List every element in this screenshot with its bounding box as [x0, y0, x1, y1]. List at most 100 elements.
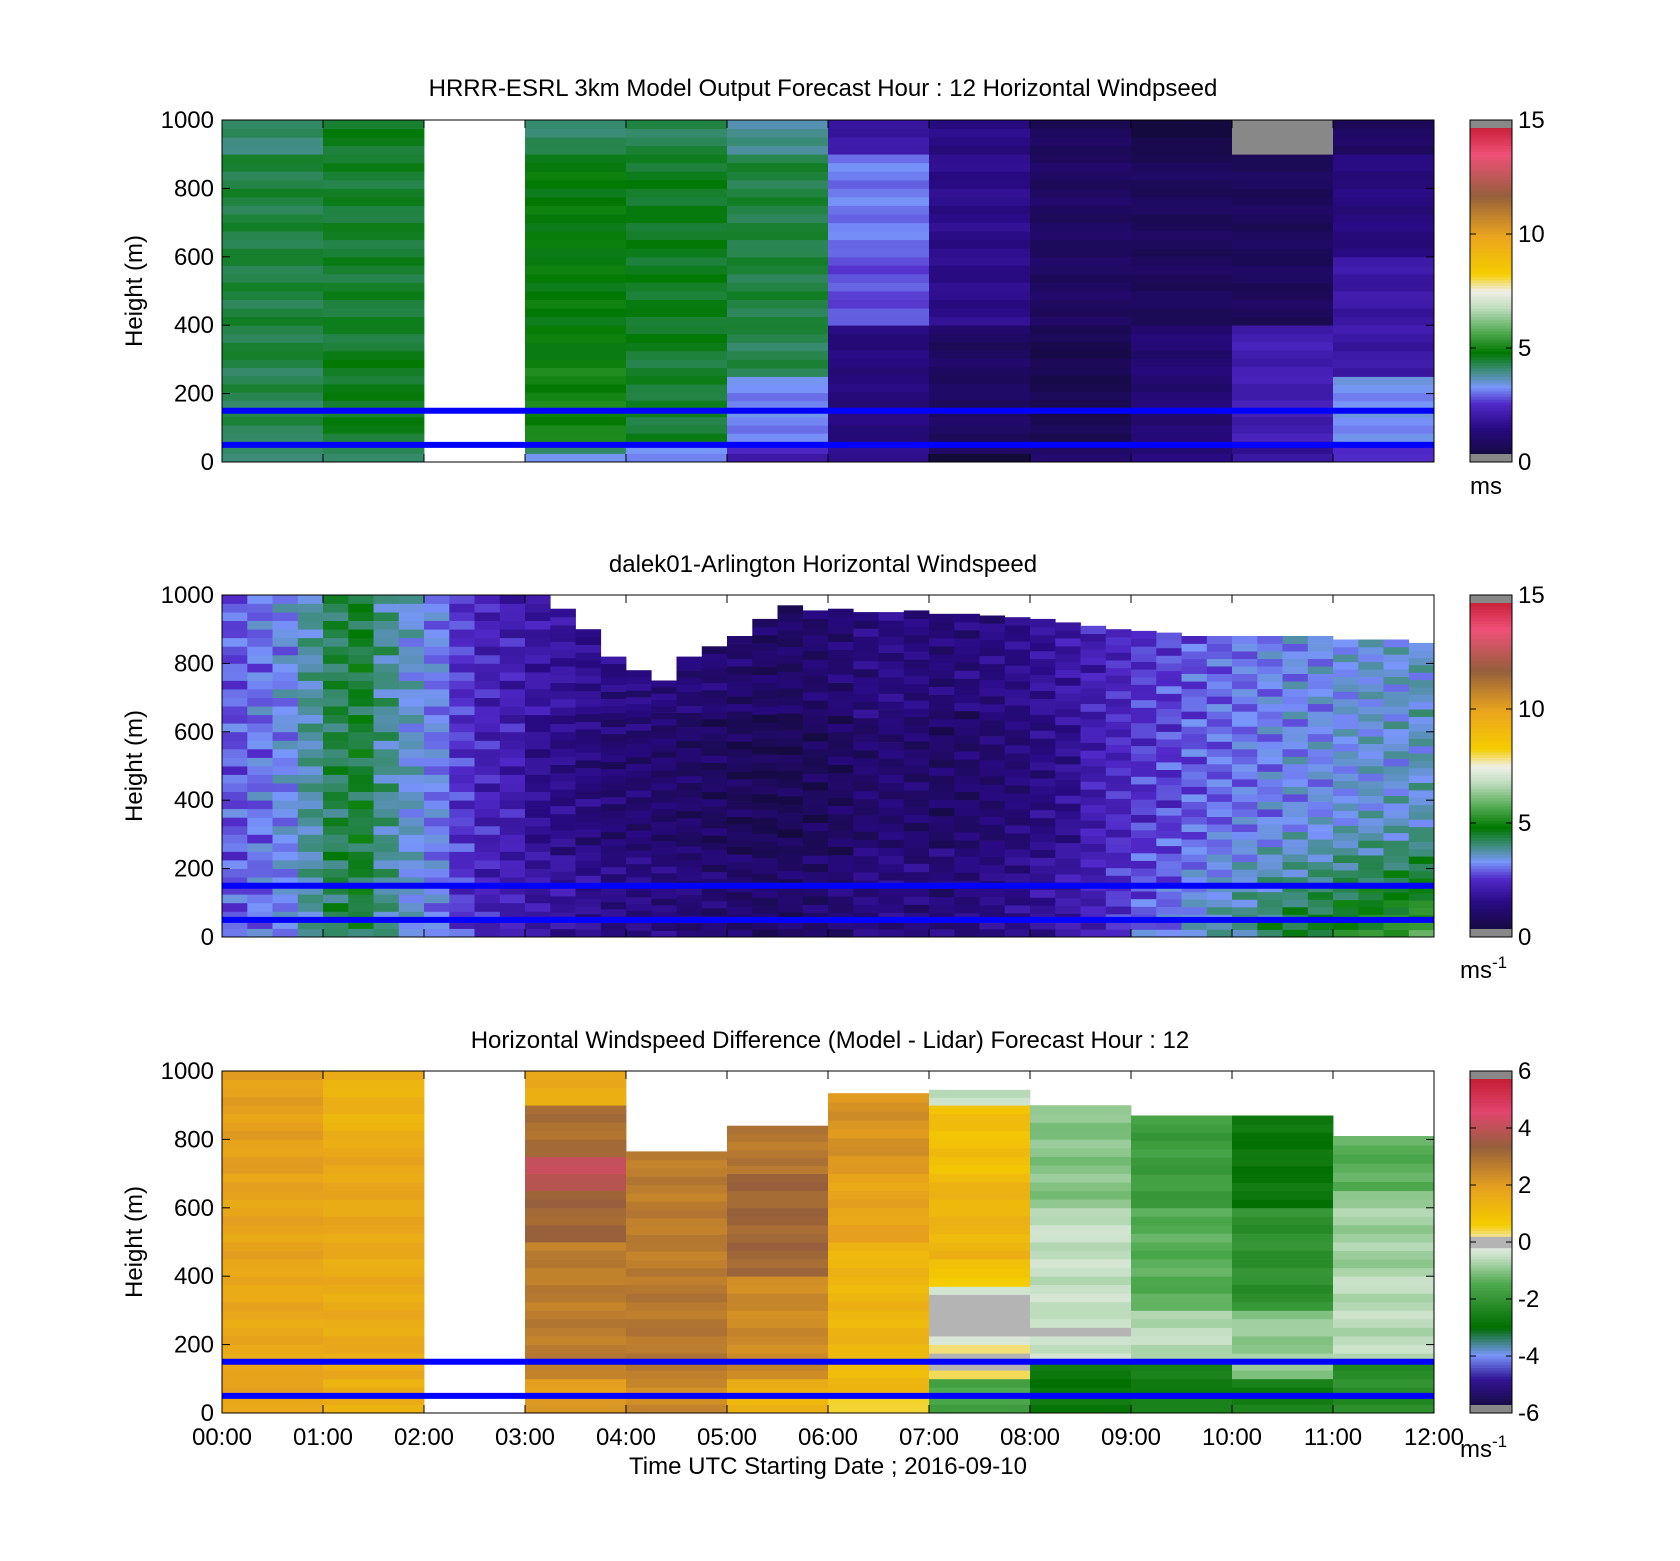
heatmap-cell: [525, 239, 627, 249]
heatmap-cell: [222, 248, 324, 258]
heatmap-cell: [903, 928, 930, 938]
heatmap-cell: [727, 854, 753, 863]
heatmap-cell: [600, 796, 627, 805]
heatmap-cell: [575, 798, 602, 807]
heatmap-cell: [676, 705, 703, 713]
heatmap-cell: [828, 797, 854, 807]
heatmap-cell: [600, 831, 627, 840]
heatmap-cell: [1307, 869, 1334, 878]
heatmap-cell: [1030, 282, 1132, 292]
heatmap-cell: [1105, 729, 1132, 738]
heatmap-cell: [1080, 874, 1107, 883]
heatmap-cell: [701, 660, 728, 669]
heatmap-cell: [1333, 699, 1359, 707]
heatmap-cell: [1131, 1404, 1233, 1414]
heatmap-cell: [1307, 643, 1334, 652]
heatmap-cell: [853, 823, 879, 832]
heatmap-cell: [727, 1173, 829, 1183]
heatmap-cell: [499, 894, 526, 904]
heatmap-cell: [1156, 716, 1182, 725]
colorbar-swatch: [1470, 1128, 1512, 1132]
heatmap-cell: [777, 721, 804, 731]
heatmap-cell: [1383, 892, 1410, 901]
heatmap-cell: [1333, 1216, 1435, 1226]
heatmap-cell: [550, 813, 576, 823]
heatmap-cell: [1030, 1293, 1132, 1303]
colorbar-swatch: [1470, 1150, 1512, 1155]
heatmap-cell: [222, 392, 324, 401]
heatmap-cell: [878, 855, 905, 865]
heatmap-cell: [727, 453, 829, 463]
heatmap-cell: [929, 928, 955, 938]
heatmap-cell: [1383, 825, 1410, 834]
heatmap-cell: [828, 731, 854, 741]
colorbar-swatch: [1470, 794, 1512, 798]
heatmap-cell: [903, 749, 930, 758]
heatmap-cell: [727, 154, 829, 164]
heatmap-cell: [1080, 797, 1107, 806]
colorbar-swatch: [1470, 871, 1512, 875]
heatmap-cell: [323, 740, 349, 750]
heatmap-cell: [853, 896, 879, 905]
heatmap-cell: [979, 695, 1006, 705]
heatmap-cell: [1232, 1404, 1334, 1414]
heatmap-cell: [449, 646, 475, 656]
heatmap-cell: [1333, 248, 1435, 258]
heatmap-cell: [1206, 786, 1233, 795]
heatmap-cell: [954, 710, 980, 720]
heatmap-cell: [1131, 1149, 1233, 1158]
heatmap-cell: [348, 851, 374, 861]
heatmap-cell: [525, 1361, 627, 1371]
heatmap-cell: [676, 775, 703, 784]
heatmap-cell: [525, 256, 627, 266]
heatmap-cell: [626, 1226, 728, 1235]
heatmap-cell: [323, 612, 349, 621]
colorbar-swatch: [1470, 171, 1512, 175]
heatmap-cell: [575, 775, 602, 784]
heatmap-cell: [626, 179, 728, 189]
heatmap-cell: [1206, 763, 1233, 772]
heatmap-cell: [373, 834, 400, 844]
colorbar-swatch: [1470, 1341, 1512, 1346]
heatmap-cell: [323, 911, 349, 921]
heatmap-cell: [1030, 1182, 1132, 1192]
heatmap-cell: [626, 870, 652, 878]
heatmap-cell: [1358, 855, 1384, 863]
heatmap-cell: [1232, 1115, 1334, 1125]
heatmap-cell: [802, 618, 829, 628]
heatmap-cell: [828, 1250, 930, 1260]
heatmap-cell: [1030, 231, 1132, 241]
heatmap-cell: [777, 729, 804, 739]
heatmap-cell: [1257, 876, 1283, 885]
colorbar-swatch: [1470, 925, 1512, 929]
colorbar-swatch: [1470, 908, 1512, 912]
heatmap-cell: [525, 1224, 627, 1234]
heatmap-cell: [828, 912, 854, 921]
heatmap-cell: [651, 860, 677, 867]
heatmap-cell: [777, 787, 804, 797]
heatmap-cell: [1156, 670, 1182, 679]
heatmap-cell: [398, 620, 425, 630]
heatmap-cell: [828, 1173, 930, 1183]
heatmap-cell: [1156, 868, 1182, 877]
heatmap-cell: [1131, 1336, 1233, 1345]
heatmap-cell: [323, 367, 425, 377]
colorbar-tick-label: 10: [1518, 221, 1545, 248]
heatmap-cell: [929, 743, 955, 752]
heatmap-cell: [474, 894, 501, 904]
heatmap-cell: [1333, 1181, 1435, 1192]
heatmap-cell: [1282, 831, 1309, 840]
heatmap-cell: [247, 748, 273, 758]
heatmap-cell: [752, 801, 778, 811]
heatmap-cell: [1004, 665, 1031, 674]
heatmap-cell: [398, 817, 425, 827]
heatmap-cell: [777, 688, 804, 697]
heatmap-cell: [676, 726, 703, 735]
heatmap-cell: [1181, 636, 1208, 644]
heatmap-cell: [626, 1293, 728, 1303]
heatmap-cell: [1055, 740, 1081, 749]
heatmap-cell: [853, 693, 879, 702]
heatmap-cell: [1408, 650, 1435, 658]
colorbar-swatch: [1470, 1367, 1512, 1371]
heatmap-cell: [525, 1071, 627, 1080]
